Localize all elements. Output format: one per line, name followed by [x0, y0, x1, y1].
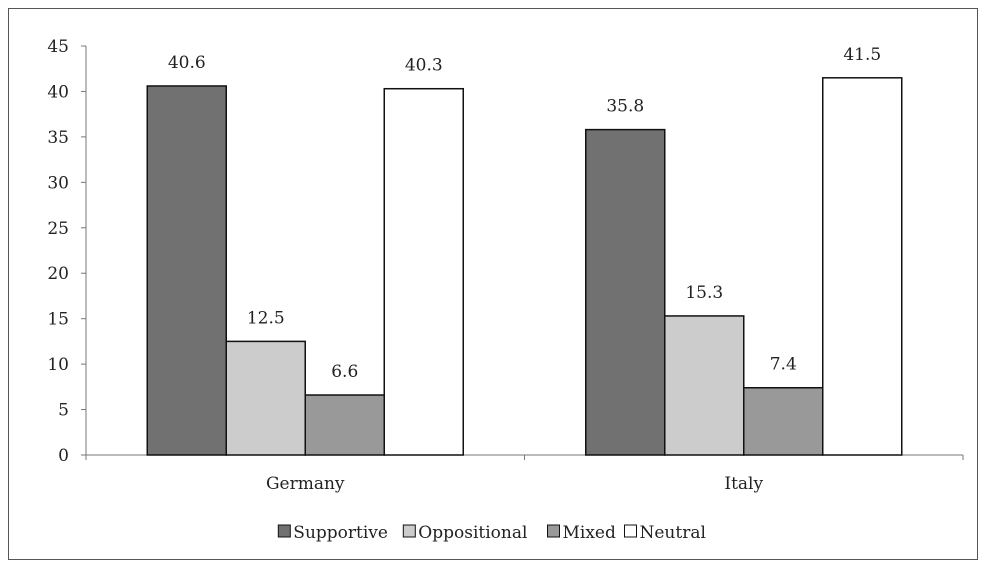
y-tick-label: 25: [47, 219, 69, 239]
data-label: 15.3: [685, 283, 723, 303]
y-tick-label: 45: [47, 37, 69, 57]
bar-oppositional-italy: [664, 315, 745, 456]
y-tick-label: 30: [47, 173, 69, 193]
x-axis: Germany Italy: [85, 454, 964, 494]
bar-neutral-italy: [822, 77, 903, 456]
y-axis: 0 5 10 15 20 25 30 35 40 45: [47, 37, 87, 466]
bar-mixed-italy: [743, 386, 824, 456]
y-tick-label: 10: [47, 355, 69, 375]
category-label: Italy: [724, 474, 763, 494]
data-label: 12.5: [247, 308, 285, 328]
y-tick-label: 5: [58, 401, 69, 421]
category-label: Germany: [266, 474, 345, 494]
data-label: 35.8: [606, 97, 644, 117]
y-tick-label: 20: [47, 264, 69, 284]
bar-neutral-germany: [383, 87, 464, 456]
legend-swatch-mixed: [547, 524, 560, 538]
y-tick-label: 0: [58, 446, 69, 466]
legend-swatch-neutral: [624, 524, 637, 538]
y-tick-label: 40: [47, 82, 69, 102]
legend: Supportive Oppositional Mixed Neutral: [277, 523, 706, 543]
bar-mixed-germany: [304, 394, 385, 456]
y-tick-label: 35: [47, 128, 69, 148]
data-labels: 40.6 12.5 6.6 40.3 35.8 15.3 7.4 41.5: [168, 45, 881, 382]
y-tick-label: 15: [47, 310, 69, 330]
legend-label: Oppositional: [418, 523, 527, 543]
data-label: 7.4: [770, 355, 797, 375]
data-label: 40.3: [405, 56, 443, 76]
data-label: 41.5: [843, 45, 881, 65]
legend-label: Supportive: [293, 523, 388, 543]
legend-swatch-supportive: [277, 524, 291, 538]
legend-swatch-oppositional: [402, 524, 416, 538]
bars: [146, 77, 903, 456]
bar-supportive-italy: [585, 128, 666, 456]
data-label: 40.6: [168, 53, 206, 73]
bar-oppositional-germany: [225, 340, 306, 456]
bar-supportive-germany: [146, 85, 227, 456]
legend-label: Mixed: [563, 523, 616, 543]
legend-label: Neutral: [640, 523, 706, 543]
data-label: 6.6: [331, 362, 358, 382]
